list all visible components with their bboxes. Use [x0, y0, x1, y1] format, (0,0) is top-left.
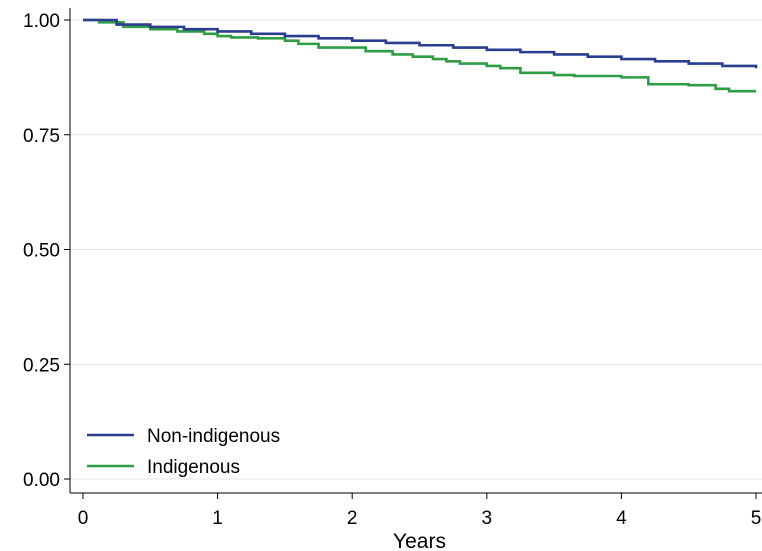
- series-line-indigenous: [83, 18, 756, 93]
- y-tick-label-2: 0.50: [23, 241, 60, 262]
- gridlines: [70, 19, 762, 480]
- x-tick-label-5: 5: [751, 508, 762, 529]
- legend-label-1: Indigenous: [147, 457, 240, 478]
- legend: Non-indigenous Indigenous: [87, 426, 280, 478]
- axes: [69, 8, 762, 494]
- x-tick-label-0: 0: [78, 508, 89, 529]
- x-axis-title: Years: [393, 530, 446, 551]
- y-tick-label-3: 0.75: [23, 126, 60, 147]
- legend-label-0: Non-indigenous: [147, 426, 280, 447]
- x-tick-label-1: 1: [212, 508, 223, 529]
- y-tick-label-4: 1.00: [23, 11, 60, 32]
- y-axis-ticks: 0.00 0.25 0.50 0.75 1.00: [23, 11, 70, 491]
- y-tick-label-1: 0.25: [23, 355, 60, 376]
- x-axis-ticks: 0 1 2 3 4 5: [78, 493, 762, 529]
- y-tick-label-0: 0.00: [23, 470, 60, 491]
- series-lines: [83, 18, 758, 93]
- series-line-non-indigenous: [83, 18, 758, 69]
- x-tick-label-3: 3: [482, 508, 493, 529]
- x-tick-label-2: 2: [347, 508, 358, 529]
- x-tick-label-4: 4: [616, 508, 627, 529]
